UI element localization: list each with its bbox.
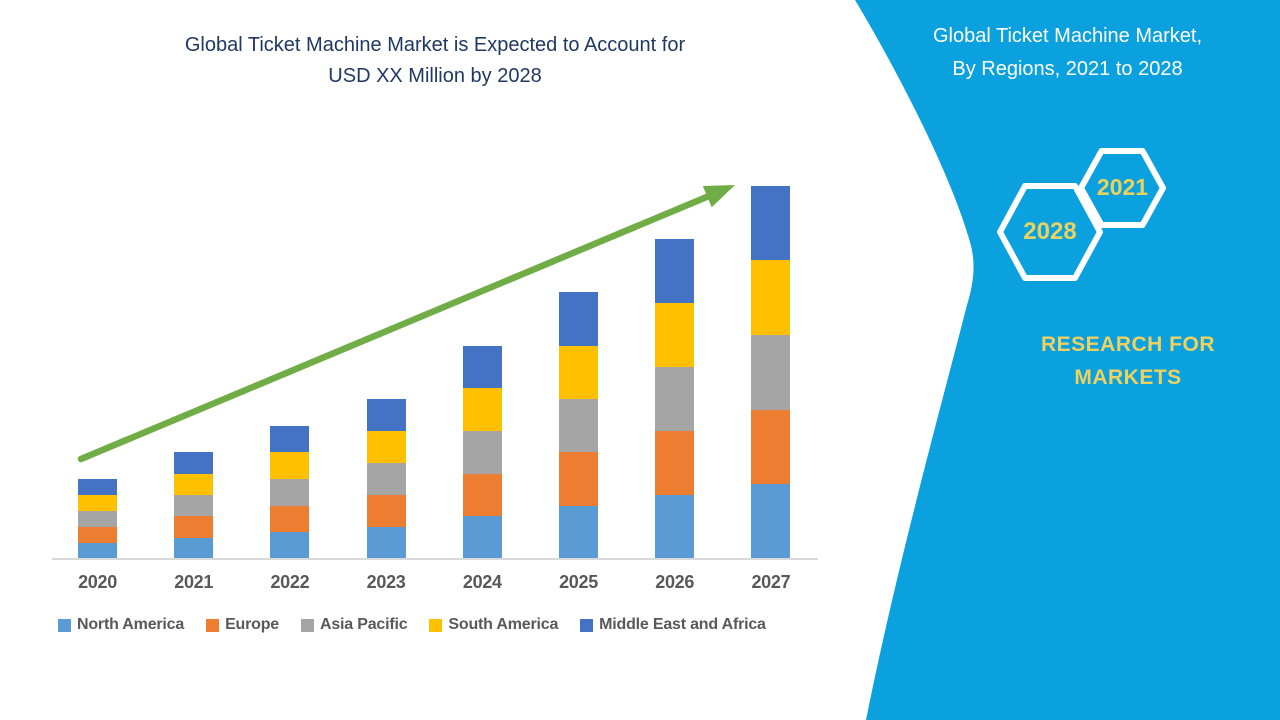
bar-segment-middle-east-and-africa-2021	[174, 452, 214, 474]
legend-item-south-america: South America	[429, 616, 558, 634]
bar-segment-north-america-2025	[559, 505, 598, 559]
legend-swatch-asia-pacific	[300, 618, 314, 632]
brand-line1: RESEARCH FOR	[1040, 333, 1215, 356]
bar-segment-north-america-2024	[462, 516, 502, 559]
legend-label-europe: Europe	[225, 616, 279, 633]
x-axis-label-2020: 2020	[78, 572, 117, 592]
bar-segment-europe-2027	[751, 409, 791, 485]
legend-swatch-north-america	[58, 618, 71, 632]
side-panel-heading-line2: By Regions, 2021 to 2028	[952, 58, 1183, 80]
bar-segment-europe-2021	[174, 516, 214, 538]
bar-segment-north-america-2026	[655, 495, 695, 559]
x-axis-label-2024: 2024	[462, 572, 502, 592]
chart-title: Global Ticket Machine Market is Expected…	[55, 30, 815, 92]
legend-item-middle-east-and-africa: Middle East and Africa	[580, 616, 766, 634]
legend-item-europe: Europe	[206, 616, 279, 634]
legend-item-asia-pacific: Asia Pacific	[300, 616, 408, 634]
legend-swatch-south-america	[429, 618, 443, 632]
x-axis-label-2022: 2022	[270, 572, 310, 592]
bar-segment-asia-pacific-2025	[559, 399, 598, 453]
bar-segment-asia-pacific-2024	[462, 431, 502, 474]
side-panel-heading: Global Ticket Machine Market, By Regions…	[865, 20, 1270, 86]
legend-item-north-america: North America	[58, 616, 184, 634]
hexagon-label-2021: 2021	[1096, 174, 1149, 200]
legend-label-north-america: North America	[77, 616, 185, 633]
bar-segment-europe-2026	[655, 431, 695, 495]
brand-line2: MARKETS	[1074, 366, 1182, 389]
bar-segment-south-america-2020	[78, 495, 117, 511]
x-axis-label-2027: 2027	[751, 572, 791, 592]
x-axis-label-2021: 2021	[174, 572, 214, 592]
bar-segment-south-america-2022	[270, 452, 310, 479]
bar-segment-north-america-2021	[174, 537, 214, 559]
bar-segment-europe-2024	[462, 473, 502, 517]
bar-segment-middle-east-and-africa-2025	[559, 292, 598, 346]
bar-segment-europe-2020	[78, 527, 117, 543]
bar-segment-north-america-2020	[78, 543, 117, 559]
bar-segment-south-america-2026	[655, 303, 695, 367]
bar-segment-europe-2025	[559, 452, 598, 506]
bar-segment-south-america-2021	[174, 473, 214, 495]
bar-segment-south-america-2024	[462, 388, 502, 431]
x-axis-label-2023: 2023	[366, 572, 406, 592]
legend-label-middle-east-and-africa: Middle East and Africa	[599, 616, 766, 633]
legend-label-south-america: South America	[448, 616, 559, 633]
bar-segment-north-america-2027	[751, 484, 791, 559]
bar-segment-asia-pacific-2021	[174, 495, 214, 517]
brand-text: RESEARCH FOR MARKETS	[1008, 328, 1248, 394]
bar-segment-south-america-2025	[559, 345, 598, 399]
bar-segment-middle-east-and-africa-2024	[462, 345, 502, 389]
legend-swatch-europe	[206, 618, 220, 632]
chart-legend: North America Europe Asia Pacific South Ame…	[58, 616, 766, 634]
x-axis-label-2026: 2026	[655, 572, 695, 592]
x-axis-line	[52, 558, 818, 560]
side-panel-heading-line1: Global Ticket Machine Market,	[933, 25, 1202, 47]
x-axis-label-2025: 2025	[559, 572, 598, 592]
bar-segment-north-america-2023	[366, 527, 406, 559]
chart-title-line2: USD XX Million by 2028	[328, 65, 542, 87]
legend-label-asia-pacific: Asia Pacific	[319, 616, 408, 633]
bar-segment-middle-east-and-africa-2027	[751, 185, 791, 261]
legend-swatch-middle-east-and-africa	[580, 618, 594, 632]
bar-segment-asia-pacific-2027	[751, 335, 791, 410]
bar-segment-asia-pacific-2023	[366, 463, 406, 495]
bar-segment-asia-pacific-2020	[78, 511, 117, 527]
bar-segment-middle-east-and-africa-2022	[270, 425, 310, 453]
bar-segment-middle-east-and-africa-2026	[655, 239, 695, 303]
bar-segment-europe-2023	[366, 495, 406, 527]
hexagon-label-2028: 2028	[1023, 218, 1077, 245]
bar-segment-middle-east-and-africa-2020	[78, 479, 117, 495]
bar-segment-south-america-2023	[366, 431, 406, 463]
chart-title-line1: Global Ticket Machine Market is Expected…	[184, 34, 686, 56]
bar-segment-europe-2022	[270, 505, 310, 533]
bar-segment-middle-east-and-africa-2023	[366, 399, 406, 431]
bar-segment-south-america-2027	[751, 260, 791, 335]
bar-segment-asia-pacific-2022	[270, 479, 310, 506]
bar-segment-asia-pacific-2026	[655, 367, 695, 431]
bar-segment-north-america-2022	[270, 532, 310, 559]
